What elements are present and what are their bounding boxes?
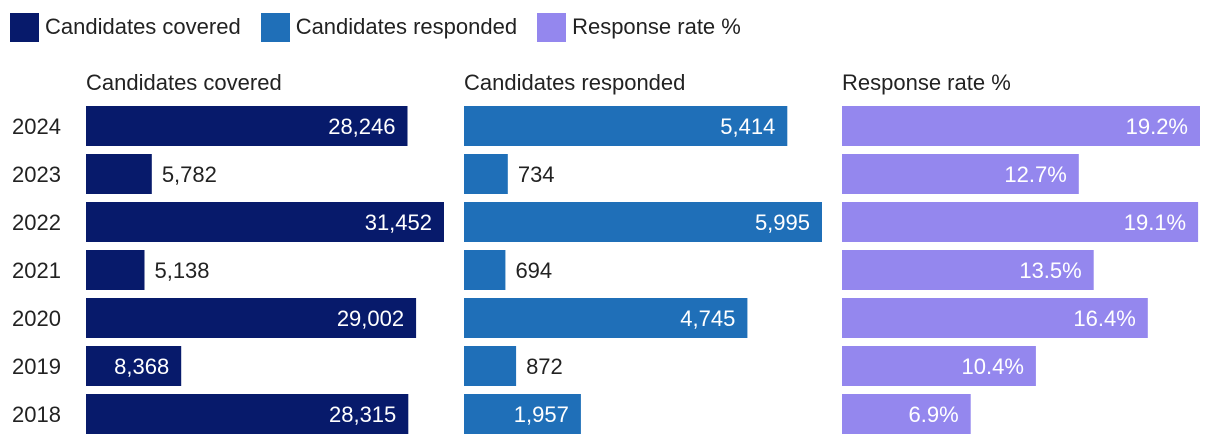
data-label: 8,368 (114, 354, 169, 379)
bar (842, 346, 1036, 386)
data-label: 6.9% (909, 402, 959, 427)
data-label: 872 (526, 354, 563, 379)
bar (86, 298, 417, 338)
legend-item-candidates-covered: Candidates covered (10, 12, 241, 42)
data-label: 29,002 (337, 306, 404, 331)
category-label: 2018 (12, 402, 61, 427)
bar (464, 250, 506, 290)
data-label: 5,138 (154, 258, 209, 283)
bar (842, 106, 1200, 146)
data-label: 19.2% (1126, 114, 1188, 139)
legend-swatch (10, 12, 39, 42)
bar (86, 394, 409, 434)
bar (842, 394, 971, 434)
bar (842, 250, 1094, 290)
bar (464, 298, 748, 338)
data-label: 5,782 (162, 162, 217, 187)
bar (464, 394, 581, 434)
legend-label: Response rate % (572, 14, 741, 39)
category-label: 2023 (12, 162, 61, 187)
data-label: 10.4% (962, 354, 1024, 379)
data-label: 694 (515, 258, 552, 283)
bar (86, 202, 444, 242)
data-label: 5,995 (755, 210, 810, 235)
data-label: 734 (518, 162, 555, 187)
category-label: 2019 (12, 354, 61, 379)
bar (86, 106, 408, 146)
bar (86, 250, 145, 290)
data-label: 28,246 (328, 114, 395, 139)
data-label: 19.1% (1124, 210, 1186, 235)
data-label: 16.4% (1073, 306, 1135, 331)
data-label: 31,452 (365, 210, 432, 235)
legend-label: Candidates responded (295, 14, 518, 39)
category-label: 2021 (12, 258, 61, 283)
legend-swatch (537, 12, 567, 42)
legend: Candidates covered Candidates responded Re… (10, 11, 761, 43)
bar (464, 346, 517, 386)
data-label: 12.7% (1004, 162, 1066, 187)
data-label: 1,957 (514, 402, 569, 427)
category-label: 2022 (12, 210, 61, 235)
data-label: 4,745 (680, 306, 735, 331)
legend-item-response-rate-pct: Response rate % (537, 12, 741, 42)
legend-label: Candidates covered (45, 14, 241, 39)
bar (86, 346, 182, 386)
bar (464, 202, 822, 242)
bar (464, 106, 788, 146)
data-label: 13.5% (1019, 258, 1081, 283)
legend-item-candidates-responded: Candidates responded (260, 12, 518, 42)
panel-title: Candidates responded (464, 70, 685, 95)
panel-title: Response rate % (842, 70, 1011, 95)
legend-swatch (260, 12, 290, 42)
bar (842, 202, 1199, 242)
bar (842, 154, 1079, 194)
category-label: 2024 (12, 114, 61, 139)
bar (464, 154, 508, 194)
panel-title: Candidates covered (86, 70, 282, 95)
bar (86, 154, 152, 194)
data-label: 5,414 (720, 114, 775, 139)
category-label: 2020 (12, 306, 61, 331)
data-label: 28,315 (329, 402, 396, 427)
bar (842, 298, 1148, 338)
